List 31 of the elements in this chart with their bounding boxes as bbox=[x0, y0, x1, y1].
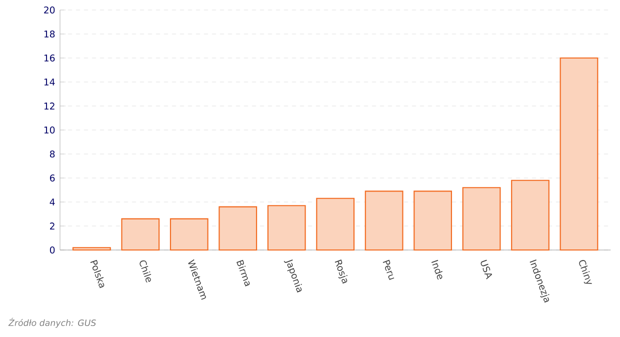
y-tick-label: 20 bbox=[44, 6, 55, 14]
y-tick-label: 12 bbox=[44, 102, 54, 110]
y-tick-label: 8 bbox=[50, 150, 55, 158]
y-tick-label: 0 bbox=[50, 246, 55, 254]
x-tick-label: Inde bbox=[431, 260, 443, 280]
bar bbox=[121, 218, 160, 251]
y-tick-label: 4 bbox=[50, 198, 55, 206]
bar bbox=[72, 247, 111, 251]
bar bbox=[511, 180, 550, 251]
x-tick-label: Birma bbox=[236, 260, 250, 286]
y-tick-label: 2 bbox=[50, 222, 54, 230]
x-tick-label: Peru bbox=[382, 260, 394, 280]
y-tick-label: 6 bbox=[50, 174, 55, 182]
x-tick-label: Chiny bbox=[579, 260, 592, 284]
x-tick-label: Polska bbox=[90, 260, 104, 288]
bar bbox=[462, 187, 501, 251]
x-tick-label: USA bbox=[480, 260, 492, 280]
bar bbox=[414, 190, 452, 251]
text: Źródło danych: GUS bbox=[8, 318, 96, 328]
y-tick-label: 14 bbox=[44, 78, 55, 86]
y-tick-label: 10 bbox=[44, 126, 55, 134]
bar bbox=[218, 206, 258, 251]
bar bbox=[560, 57, 598, 251]
bar bbox=[364, 190, 404, 251]
x-tick-label: Rosja bbox=[334, 260, 348, 284]
bar bbox=[267, 205, 306, 251]
bar bbox=[170, 218, 208, 251]
bar bbox=[316, 198, 355, 251]
x-tick-label: Chile bbox=[140, 260, 152, 283]
y-tick-label: 16 bbox=[44, 54, 55, 62]
y-tick-label: 18 bbox=[44, 30, 55, 38]
